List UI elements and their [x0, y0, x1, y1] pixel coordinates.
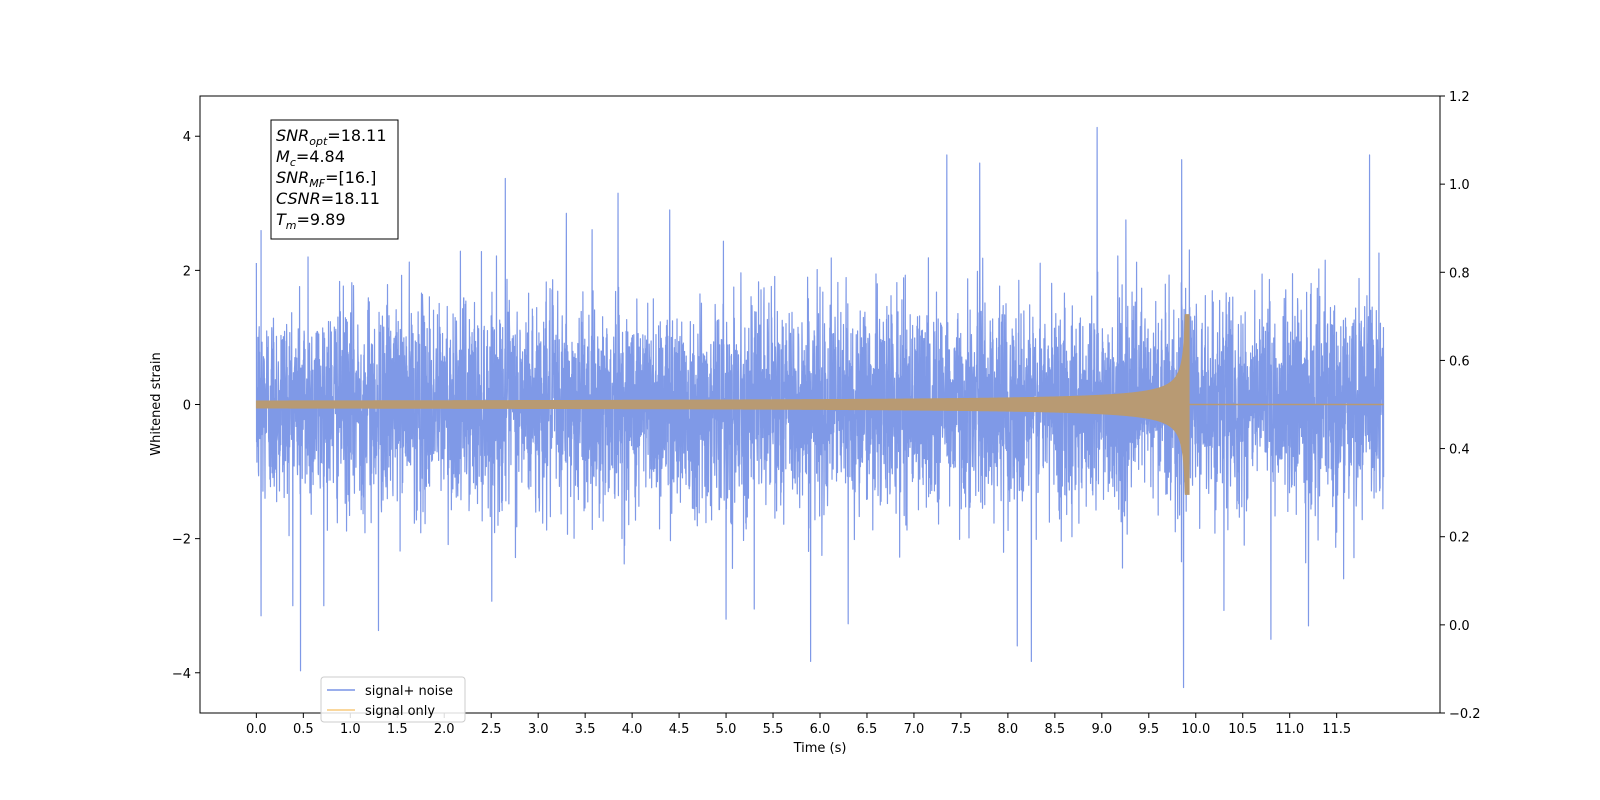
- legend-label: signal+ noise: [365, 684, 453, 699]
- x-tick-label: 2.0: [434, 722, 455, 737]
- x-tick-label: 3.0: [528, 722, 549, 737]
- series-signal-only: [255, 314, 1384, 495]
- y2-tick-label: 0.2: [1449, 531, 1470, 546]
- x-tick-label: 6.0: [810, 722, 831, 737]
- x-axis: 0.0 0.5 1.0 1.5 2.0 2.5 3.0 3.5 4.0 4.5 5.0 5.5 6.0 6…: [246, 713, 1351, 737]
- x-tick-label: 7.5: [951, 722, 972, 737]
- annotation-line: SNRopt=18.11: [276, 126, 387, 148]
- y-tick-label: 2: [183, 264, 191, 279]
- annotation-line: Mc=4.84: [276, 147, 345, 169]
- annotation-line: SNRMF=[16.]: [276, 168, 376, 190]
- y2-tick-label: 1.2: [1449, 90, 1470, 105]
- x-tick-label: 10.0: [1181, 722, 1210, 737]
- x-tick-label: 9.5: [1138, 722, 1159, 737]
- annotation-line: CSNR=18.11: [276, 189, 380, 208]
- y-axis-right: −0.2 0.0 0.2 0.4 0.6 0.8 1.0 1.2: [1440, 90, 1481, 722]
- legend-label: signal only: [365, 704, 435, 719]
- y-tick-label: 0: [183, 399, 191, 414]
- stats-annotation-box: SNRopt=18.11Mc=4.84SNRMF=[16.]CSNR=18.11…: [270, 119, 399, 240]
- y2-tick-label: 0.8: [1449, 266, 1470, 281]
- y2-tick-label: 0.6: [1449, 354, 1470, 369]
- series-signal-plus-noise: [255, 126, 1385, 689]
- x-tick-label: 1.5: [387, 722, 408, 737]
- legend: signal+ noise signal only: [320, 676, 466, 723]
- y-axis-left: −4 −2 0 2 4: [172, 130, 200, 682]
- y2-tick-label: −0.2: [1449, 707, 1481, 722]
- x-tick-label: 4.0: [622, 722, 643, 737]
- y2-tick-label: 0.4: [1449, 443, 1470, 458]
- x-tick-label: 5.5: [763, 722, 784, 737]
- x-tick-label: 7.0: [904, 722, 925, 737]
- y-tick-label: −4: [172, 667, 191, 682]
- x-tick-label: 2.5: [481, 722, 502, 737]
- x-tick-label: 5.0: [716, 722, 737, 737]
- x-tick-label: 8.5: [1045, 722, 1066, 737]
- x-tick-label: 11.0: [1275, 722, 1304, 737]
- y-axis-label: Whitened strain: [149, 352, 164, 455]
- x-tick-label: 0.0: [246, 722, 267, 737]
- x-tick-label: 10.5: [1228, 722, 1257, 737]
- y2-tick-label: 0.0: [1449, 619, 1470, 634]
- x-tick-label: 11.5: [1322, 722, 1351, 737]
- x-tick-label: 3.5: [575, 722, 596, 737]
- annotation-frame: [270, 119, 399, 240]
- x-axis-label: Time (s): [793, 741, 847, 756]
- y2-tick-label: 1.0: [1449, 178, 1470, 193]
- series-signal-plus-noise-line: [255, 126, 1385, 689]
- x-tick-label: 9.0: [1091, 722, 1112, 737]
- x-tick-label: 4.5: [669, 722, 690, 737]
- x-tick-label: 6.5: [857, 722, 878, 737]
- x-tick-label: 1.0: [340, 722, 361, 737]
- annotation-line: Tm=9.89: [276, 210, 346, 232]
- y-tick-label: −2: [172, 533, 191, 548]
- series-signal-only-envelope: [255, 314, 1190, 495]
- x-tick-label: 8.0: [998, 722, 1019, 737]
- legend-frame: [320, 676, 466, 723]
- y-tick-label: 4: [183, 130, 191, 145]
- x-tick-label: 0.5: [293, 722, 314, 737]
